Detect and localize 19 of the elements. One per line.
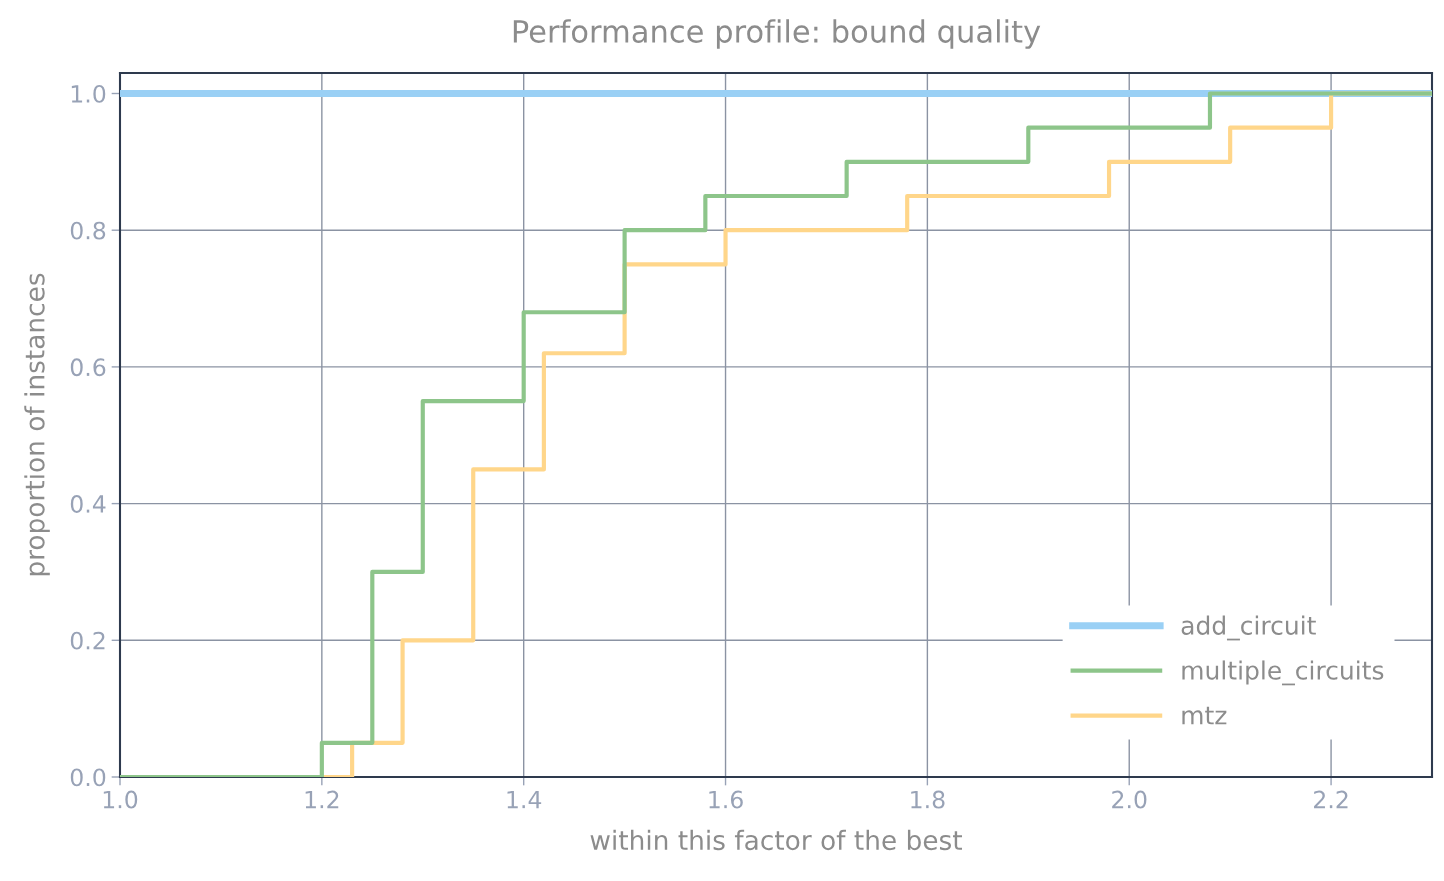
y-tick-label: 0.2 [70,631,105,650]
x-tick-label: 1.2 [305,790,339,809]
legend-label: add_circuit [1181,615,1316,641]
x-tick-label: 1.0 [103,790,138,809]
y-tick-label: 0.6 [70,358,106,377]
legend-label: multiple_circuits [1182,660,1384,686]
x-tick-label: 1.8 [911,790,945,809]
x-tick-label: 1.6 [709,790,743,809]
chart-title: Performance profile: bound quality [513,19,1041,49]
y-tick-label: 1.0 [71,84,106,103]
x-tick-label: 2.2 [1314,790,1348,809]
legend-label: mtz [1182,706,1227,725]
x-axis-title: within this factor of the best [590,829,963,851]
y-tick-label: 0.8 [70,221,106,240]
x-tick-label: 1.4 [507,790,542,809]
y-tick-label: 0.4 [70,495,106,513]
y-axis-title: proportion of instances [24,273,50,576]
y-tick-label: 0.0 [70,768,106,787]
x-tick-label: 2.0 [1112,790,1147,809]
